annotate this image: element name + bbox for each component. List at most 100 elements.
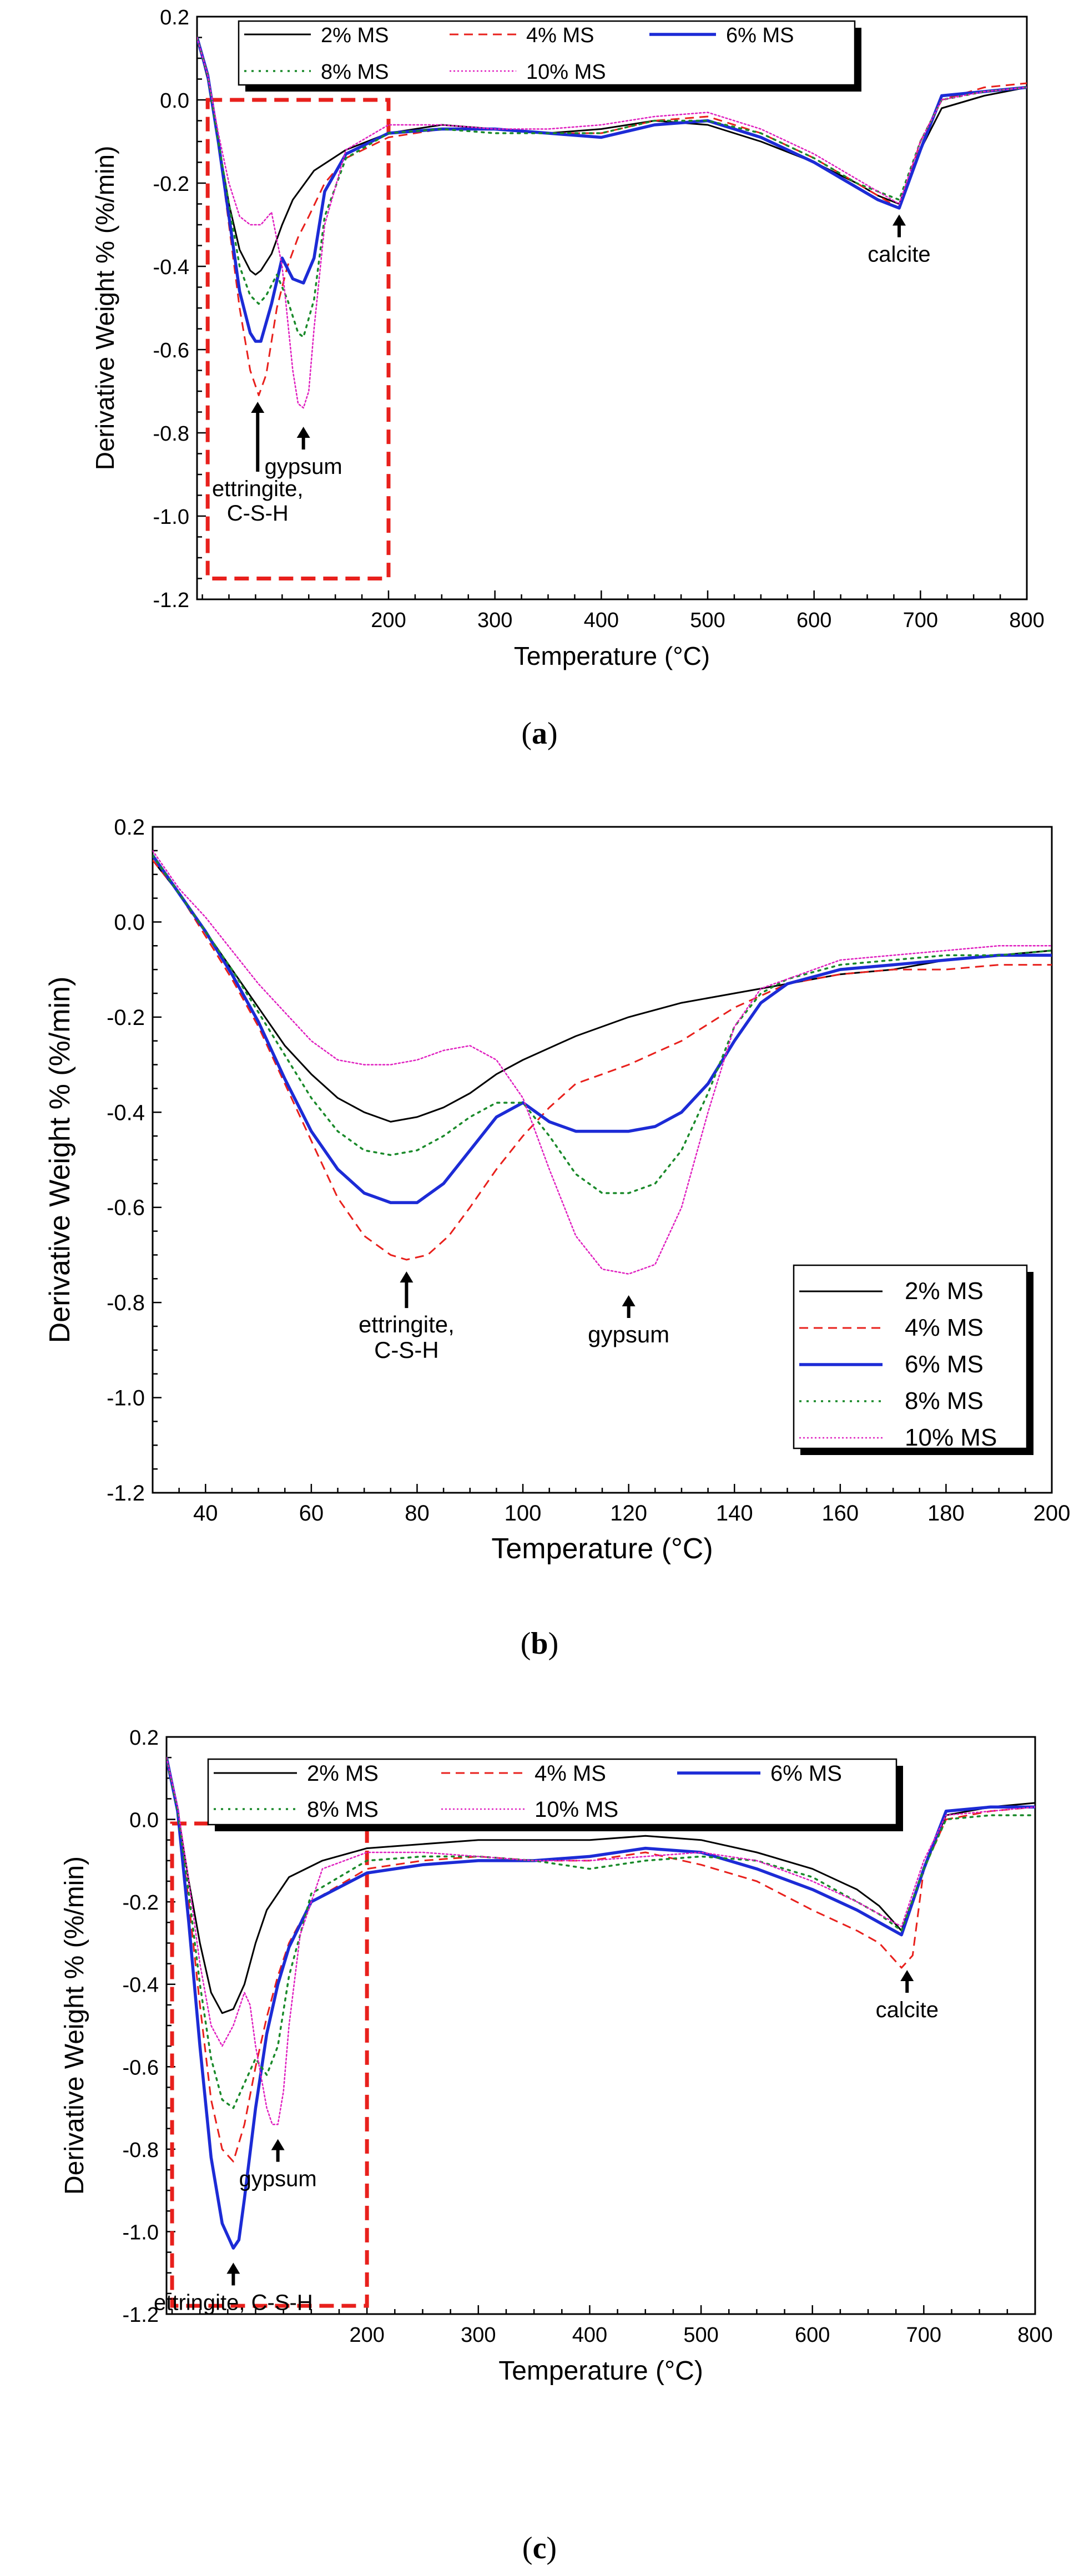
- chart-panel-b: 40 60 80 100 120 140 160 180 200 0.2 0.0 -0.2 -0.4 -0…: [0, 794, 1079, 1681]
- legend-label-4pct-ms: 4% MS: [905, 1314, 984, 1341]
- annotation-label: gypsum: [265, 454, 342, 479]
- y-tick-label: 0.0: [160, 89, 189, 113]
- x-tick-label: 600: [795, 2324, 830, 2347]
- annotation-arrow-head: [622, 1295, 636, 1306]
- annotation-arrow-head: [400, 1271, 414, 1283]
- legend-label-6pct-ms: 6% MS: [726, 24, 794, 47]
- x-tick-label: 600: [796, 609, 831, 632]
- legend-box: [207, 1758, 898, 1826]
- legend-label-2pct-ms: 2% MS: [905, 1277, 984, 1305]
- caption-c: (c): [522, 2531, 557, 2565]
- x-tick-label: 140: [716, 1501, 753, 1526]
- x-tick-label: 800: [1017, 2324, 1052, 2347]
- y-tick-label: 0.0: [129, 1809, 159, 1832]
- annotation-arrow-head: [900, 1970, 914, 1981]
- x-tick-label: 160: [821, 1501, 859, 1526]
- y-tick-label: 0.2: [160, 6, 189, 29]
- x-tick-label: 200: [1033, 1501, 1071, 1526]
- chart-panel-c: 200 300 400 500 600 700 800 0.2 0.0 -0.2 -0.4 -0.6 -…: [0, 1709, 1079, 2576]
- x-tick-label: 60: [299, 1501, 324, 1526]
- y-axis-label: Derivative Weight % (%/min): [90, 146, 119, 471]
- chart-b: 40 60 80 100 120 140 160 180 200 0.2 0.0 -0.2 -0.4 -0…: [44, 815, 1071, 1565]
- series-line-2pct-ms: [167, 1757, 1035, 2014]
- x-tick-label: 800: [1009, 609, 1044, 632]
- annotation-label: ettringite,: [359, 1311, 455, 1337]
- annotation-arrow-head: [296, 427, 310, 438]
- x-tick-label: 200: [349, 2324, 384, 2347]
- x-axis-label: Temperature (°C): [498, 2356, 703, 2386]
- annotation-label: gypsum: [239, 2167, 317, 2191]
- chart-c: 200 300 400 500 600 700 800 0.2 0.0 -0.2 -0.4 -0.6 -…: [60, 1726, 1053, 2386]
- annotation-label: ettringite,: [212, 477, 304, 501]
- x-tick-label: 400: [572, 2324, 607, 2347]
- x-tick-label: 400: [584, 609, 619, 632]
- series-group: [167, 1756, 1035, 2250]
- annotation-label: calcite: [868, 243, 930, 267]
- y-tick-label: 0.2: [114, 815, 145, 840]
- series-line-6pct-ms: [167, 1757, 1035, 2250]
- y-tick-label: -0.8: [123, 2139, 159, 2162]
- highlight-box: [205, 98, 391, 580]
- y-tick-label: -0.2: [123, 1891, 159, 1915]
- series-line-8pct-ms: [153, 854, 1052, 1194]
- legend-box: [238, 20, 856, 86]
- x-tick-label: 700: [903, 609, 938, 632]
- annotation-arrow-head: [251, 402, 265, 413]
- x-tick-label: 300: [461, 2324, 496, 2347]
- x-tick-label: 40: [193, 1501, 218, 1526]
- legend-label-2pct-ms: 2% MS: [321, 24, 389, 47]
- series-line-4pct-ms: [197, 37, 1027, 396]
- annotation-label: gypsum: [588, 1321, 669, 1347]
- y-tick-label: -1.0: [107, 1386, 145, 1411]
- y-tick-label: -0.2: [153, 173, 189, 196]
- y-tick-label: -0.4: [153, 256, 189, 279]
- y-tick-label: 0.2: [129, 1726, 159, 1750]
- annotation-label: ettringite, C-S-H: [154, 2290, 313, 2315]
- y-tick-label: -0.6: [107, 1196, 145, 1220]
- series-line-10pct-ms: [167, 1756, 1035, 2125]
- legend-label-6pct-ms: 6% MS: [905, 1351, 984, 1378]
- chart-a: 200 300 400 500 600 700 800 0.2 0.0 -0.2 -0.4 -0.6 -…: [90, 6, 1045, 670]
- series-group: [153, 850, 1052, 1275]
- annotation-label: C-S-H: [227, 501, 289, 526]
- series-line-2pct-ms: [153, 860, 1052, 1123]
- x-axis-label: Temperature (°C): [514, 642, 710, 670]
- x-tick-label: 500: [690, 609, 725, 632]
- legend-label-10pct-ms: 10% MS: [535, 1797, 618, 1822]
- y-tick-label: -1.2: [123, 2304, 159, 2327]
- x-tick-label: 200: [371, 609, 406, 632]
- y-tick-label: -0.8: [107, 1291, 145, 1315]
- caption-b: (b): [520, 1627, 559, 1661]
- x-axis-label: Temperature (°C): [491, 1533, 713, 1565]
- y-axis-label: Derivative Weight % (%/min): [60, 1856, 89, 2195]
- annotation-arrow-head: [226, 2262, 240, 2274]
- y-tick-label: 0.0: [114, 910, 145, 935]
- x-tick-label: 100: [505, 1501, 542, 1526]
- annotation-label: calcite: [876, 1998, 939, 2022]
- legend-box: [793, 1264, 1028, 1449]
- series-line-10pct-ms: [197, 37, 1027, 409]
- legend-label-4pct-ms: 4% MS: [535, 1761, 606, 1786]
- legend-label-8pct-ms: 8% MS: [307, 1797, 379, 1822]
- x-tick-label: 500: [683, 2324, 718, 2347]
- y-tick-label: -1.0: [153, 506, 189, 529]
- chart-panel-a: 200 300 400 500 600 700 800 0.2 0.0 -0.2 -0.4 -0.6 -…: [0, 0, 1079, 788]
- x-tick-label: 120: [610, 1501, 647, 1526]
- annotation-label: C-S-H: [374, 1337, 439, 1363]
- x-tick-label: 700: [906, 2324, 941, 2347]
- legend-label-10pct-ms: 10% MS: [526, 60, 606, 84]
- x-tick-label: 300: [477, 609, 512, 632]
- y-tick-label: -0.4: [107, 1100, 145, 1125]
- y-axis-label: Derivative Weight % (%/min): [44, 977, 76, 1343]
- legend-label-6pct-ms: 6% MS: [770, 1761, 842, 1786]
- legend-label-8pct-ms: 8% MS: [905, 1387, 984, 1415]
- annotation-arrow-head: [893, 214, 906, 226]
- x-tick-label: 180: [927, 1501, 965, 1526]
- y-tick-label: -0.2: [107, 1006, 145, 1030]
- series-line-8pct-ms: [197, 36, 1027, 339]
- y-tick-label: -0.4: [123, 1974, 159, 1997]
- series-line-4pct-ms: [153, 860, 1052, 1261]
- series-line-6pct-ms: [153, 854, 1052, 1204]
- y-tick-label: -1.2: [153, 589, 189, 612]
- y-tick-label: -0.6: [123, 2056, 159, 2079]
